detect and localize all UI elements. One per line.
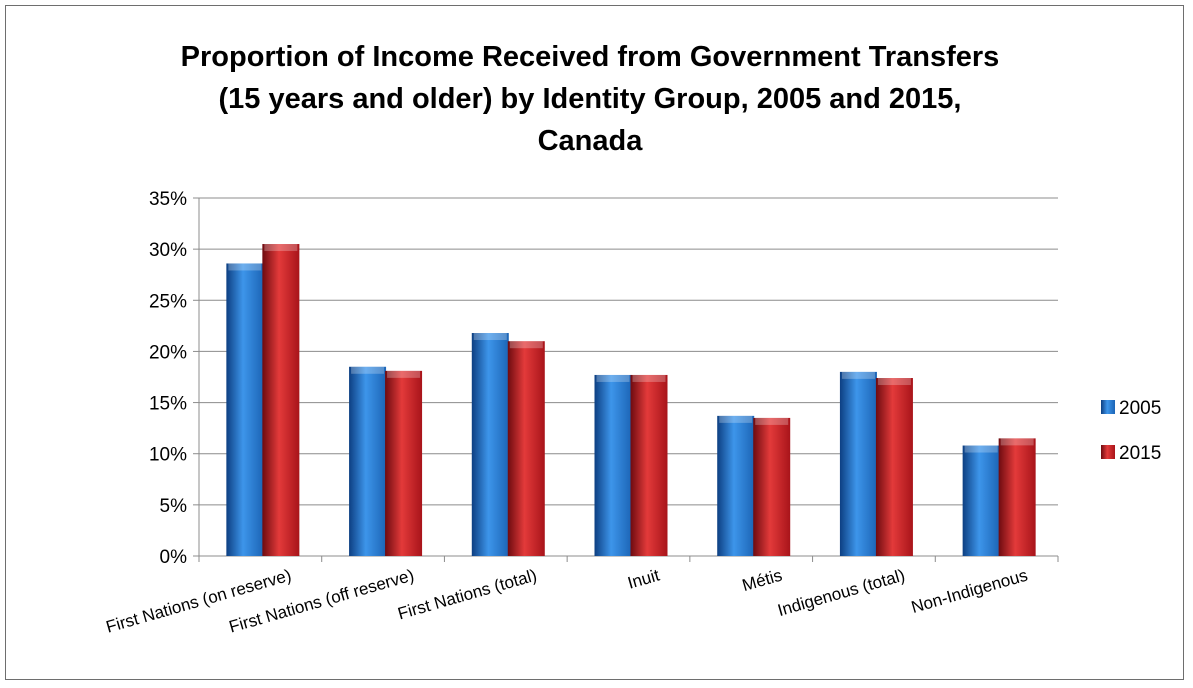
chart-title: Proportion of Income Received from Gover… xyxy=(180,41,1000,157)
legend-swatch-2005 xyxy=(1101,400,1115,414)
legend-label-2015: 2015 xyxy=(1119,443,1161,464)
y-tick-label: 30% xyxy=(149,240,187,261)
y-tick-label: 15% xyxy=(149,394,187,415)
bar-2005 xyxy=(962,445,1000,556)
x-category-label: First Nations (total) xyxy=(396,566,539,624)
x-category-label: Indigenous (total) xyxy=(776,566,908,620)
x-category-label: Métis xyxy=(740,566,784,595)
x-category-label: Non-Indigenous xyxy=(909,566,1030,617)
y-tick-label: 35% xyxy=(149,189,187,210)
bar-top-bevel xyxy=(877,378,911,386)
bar-top-bevel xyxy=(964,445,998,453)
bar-2005 xyxy=(717,415,755,556)
bar-2005 xyxy=(594,374,632,556)
x-category-label: Inuit xyxy=(625,566,661,593)
legend-label-2005: 2005 xyxy=(1119,398,1161,419)
y-tick-label: 10% xyxy=(149,445,187,466)
bar-2005 xyxy=(349,366,387,556)
bar-top-bevel xyxy=(596,374,630,382)
bar-top-bevel xyxy=(264,244,298,252)
bar-2005 xyxy=(471,333,509,556)
bar-2015 xyxy=(507,341,545,556)
bar-2005 xyxy=(226,263,264,556)
y-tick-label: 5% xyxy=(160,496,188,517)
legend-swatch-2015 xyxy=(1101,445,1115,459)
y-tick-label: 20% xyxy=(149,342,187,363)
bar-top-bevel xyxy=(387,370,421,378)
bar-top-bevel xyxy=(509,341,543,349)
bar-2015 xyxy=(262,244,300,556)
bar-top-bevel xyxy=(632,374,666,382)
bar-2015 xyxy=(875,378,913,556)
bar-top-bevel xyxy=(1000,438,1034,446)
chart-frame xyxy=(5,5,1184,680)
bar-2015 xyxy=(630,374,668,556)
bar-2005 xyxy=(839,371,877,556)
bar-2015 xyxy=(385,370,423,556)
bar-2015 xyxy=(753,417,791,556)
bar-top-bevel xyxy=(719,415,753,423)
bar-top-bevel xyxy=(473,333,507,341)
y-tick-label: 0% xyxy=(160,547,188,568)
bar-top-bevel xyxy=(228,263,262,271)
bar-top-bevel xyxy=(841,371,875,379)
bar-top-bevel xyxy=(351,366,385,374)
bar-top-bevel xyxy=(755,417,789,425)
y-tick-label: 25% xyxy=(149,291,187,312)
bar-2015 xyxy=(998,438,1036,556)
